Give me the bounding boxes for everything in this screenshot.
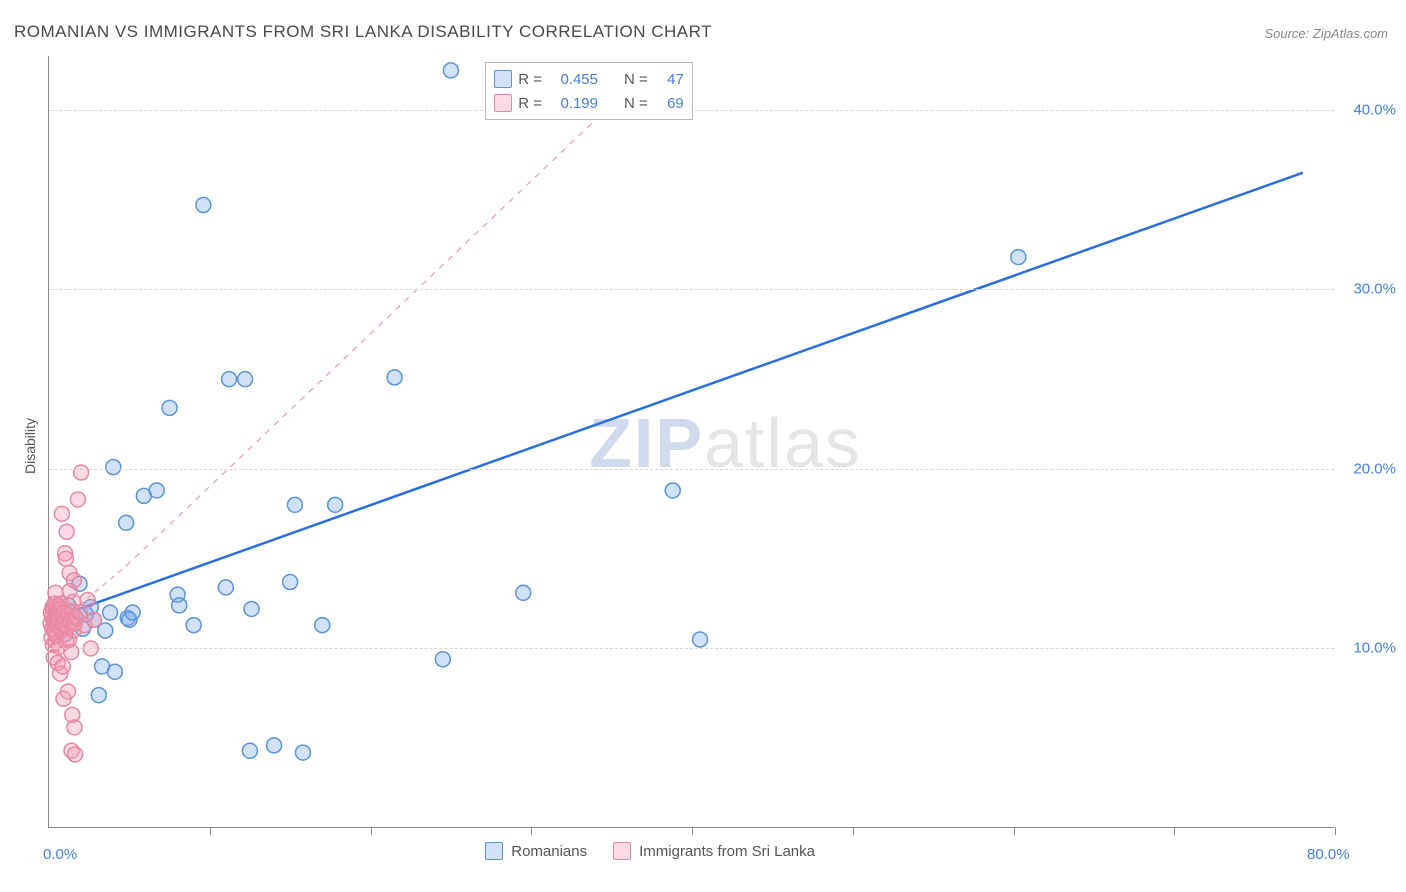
data-point	[91, 688, 106, 703]
data-point	[387, 370, 402, 385]
legend-label: Romanians	[511, 843, 587, 860]
plot-area: ZIPatlas 10.0%20.0%30.0%40.0%0.0%80.0%	[48, 56, 1334, 828]
legend-swatch	[494, 70, 512, 88]
chart-title: ROMANIAN VS IMMIGRANTS FROM SRI LANKA DI…	[14, 22, 712, 42]
y-tick-label: 40.0%	[1353, 101, 1396, 118]
data-point	[103, 605, 118, 620]
trend-line-extension	[126, 74, 644, 566]
x-tick	[371, 827, 372, 835]
x-tick	[210, 827, 211, 835]
legend-swatch	[613, 842, 631, 860]
y-tick-label: 10.0%	[1353, 640, 1396, 657]
trend-line	[49, 173, 1303, 620]
gridline-h	[49, 289, 1334, 290]
y-axis-label: Disability	[22, 418, 38, 474]
y-tick-label: 20.0%	[1353, 460, 1396, 477]
legend-stat-row: R = 0.455 N = 47	[494, 67, 684, 91]
data-point	[68, 747, 83, 762]
legend-label: Immigrants from Sri Lanka	[639, 843, 815, 860]
data-point	[196, 198, 211, 213]
data-point	[238, 372, 253, 387]
data-point	[186, 618, 201, 633]
data-point	[315, 618, 330, 633]
data-point	[222, 372, 237, 387]
data-point	[443, 63, 458, 78]
data-point	[58, 551, 73, 566]
data-point	[328, 497, 343, 512]
data-point	[67, 720, 82, 735]
data-point	[80, 592, 95, 607]
data-point	[244, 601, 259, 616]
y-tick-label: 30.0%	[1353, 281, 1396, 298]
data-point	[74, 465, 89, 480]
legend-stats: R = 0.455 N = 47 R = 0.199 N = 69	[485, 62, 693, 120]
data-point	[149, 483, 164, 498]
n-value: 47	[654, 71, 684, 88]
data-point	[1011, 250, 1026, 265]
data-point	[106, 460, 121, 475]
x-tick	[692, 827, 693, 835]
data-point	[87, 612, 102, 627]
n-value: 69	[654, 95, 684, 112]
data-point	[172, 598, 187, 613]
r-label: R =	[518, 95, 542, 112]
x-tick	[531, 827, 532, 835]
r-value: 0.199	[548, 95, 598, 112]
x-tick	[1174, 827, 1175, 835]
r-value: 0.455	[548, 71, 598, 88]
data-point	[287, 497, 302, 512]
chart-container: ROMANIAN VS IMMIGRANTS FROM SRI LANKA DI…	[0, 0, 1406, 892]
legend-series: Romanians Immigrants from Sri Lanka	[485, 842, 833, 860]
data-point	[64, 645, 79, 660]
legend-stat-row: R = 0.199 N = 69	[494, 91, 684, 115]
plot-svg	[49, 56, 1335, 828]
gridline-h	[49, 648, 1334, 649]
data-point	[435, 652, 450, 667]
data-point	[119, 515, 134, 530]
source-label: Source: ZipAtlas.com	[1264, 26, 1388, 41]
data-point	[54, 506, 69, 521]
x-tick	[853, 827, 854, 835]
legend-swatch	[494, 94, 512, 112]
x-tick	[1014, 827, 1015, 835]
x-tick-label: 0.0%	[43, 846, 77, 863]
data-point	[60, 684, 75, 699]
data-point	[295, 745, 310, 760]
data-point	[283, 575, 298, 590]
data-point	[70, 492, 85, 507]
data-point	[107, 664, 122, 679]
x-tick-label: 80.0%	[1307, 846, 1350, 863]
data-point	[162, 400, 177, 415]
data-point	[55, 659, 70, 674]
data-point	[125, 605, 140, 620]
data-point	[665, 483, 680, 498]
data-point	[693, 632, 708, 647]
data-point	[66, 573, 81, 588]
n-label: N =	[624, 95, 648, 112]
data-point	[218, 580, 233, 595]
n-label: N =	[624, 71, 648, 88]
x-tick	[1335, 827, 1336, 835]
gridline-h	[49, 469, 1334, 470]
data-point	[242, 743, 257, 758]
r-label: R =	[518, 71, 542, 88]
data-point	[267, 738, 282, 753]
legend-swatch	[485, 842, 503, 860]
data-point	[59, 524, 74, 539]
data-point	[516, 585, 531, 600]
